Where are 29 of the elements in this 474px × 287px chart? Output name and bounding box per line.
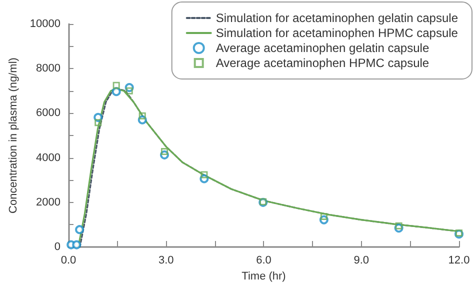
legend-label: Simulation for acetaminophen gelatin capsule (216, 11, 458, 25)
point (72, 240, 82, 250)
point (160, 148, 168, 156)
legend-label: Average acetaminophen HPMC capsule (216, 56, 430, 70)
legend-label: Average acetaminophen gelatin capsule (216, 41, 430, 55)
point (112, 87, 121, 96)
point (75, 225, 84, 234)
y-tick-label: 4000 (36, 152, 60, 164)
x-tick-label: 9.0 (354, 254, 370, 266)
x-tick-label: 3.0 (158, 254, 174, 266)
point (200, 171, 208, 178)
point (126, 87, 133, 94)
point (456, 229, 462, 236)
x-tick-label: 12.0 (448, 254, 470, 266)
y-tick-label: 0 (54, 241, 60, 253)
legend-label: Simulation for acetaminophen HPMC capsule (216, 26, 458, 40)
point (94, 119, 102, 126)
y-axis-title: Concentration in plasma (ng/ml) (8, 58, 20, 214)
x-tick-label: 0.0 (60, 254, 76, 266)
y-tick-label: 6000 (36, 107, 60, 120)
x-axis-title: Time (hr) (242, 270, 286, 282)
point (395, 222, 402, 230)
y-tick-label: 10000 (30, 18, 60, 30)
x-tick-label: 6.0 (256, 254, 272, 266)
point (138, 112, 146, 120)
point (112, 82, 120, 89)
y-tick-label: 8000 (36, 62, 60, 75)
point (320, 212, 328, 220)
y-tick-label: 2000 (36, 196, 60, 208)
